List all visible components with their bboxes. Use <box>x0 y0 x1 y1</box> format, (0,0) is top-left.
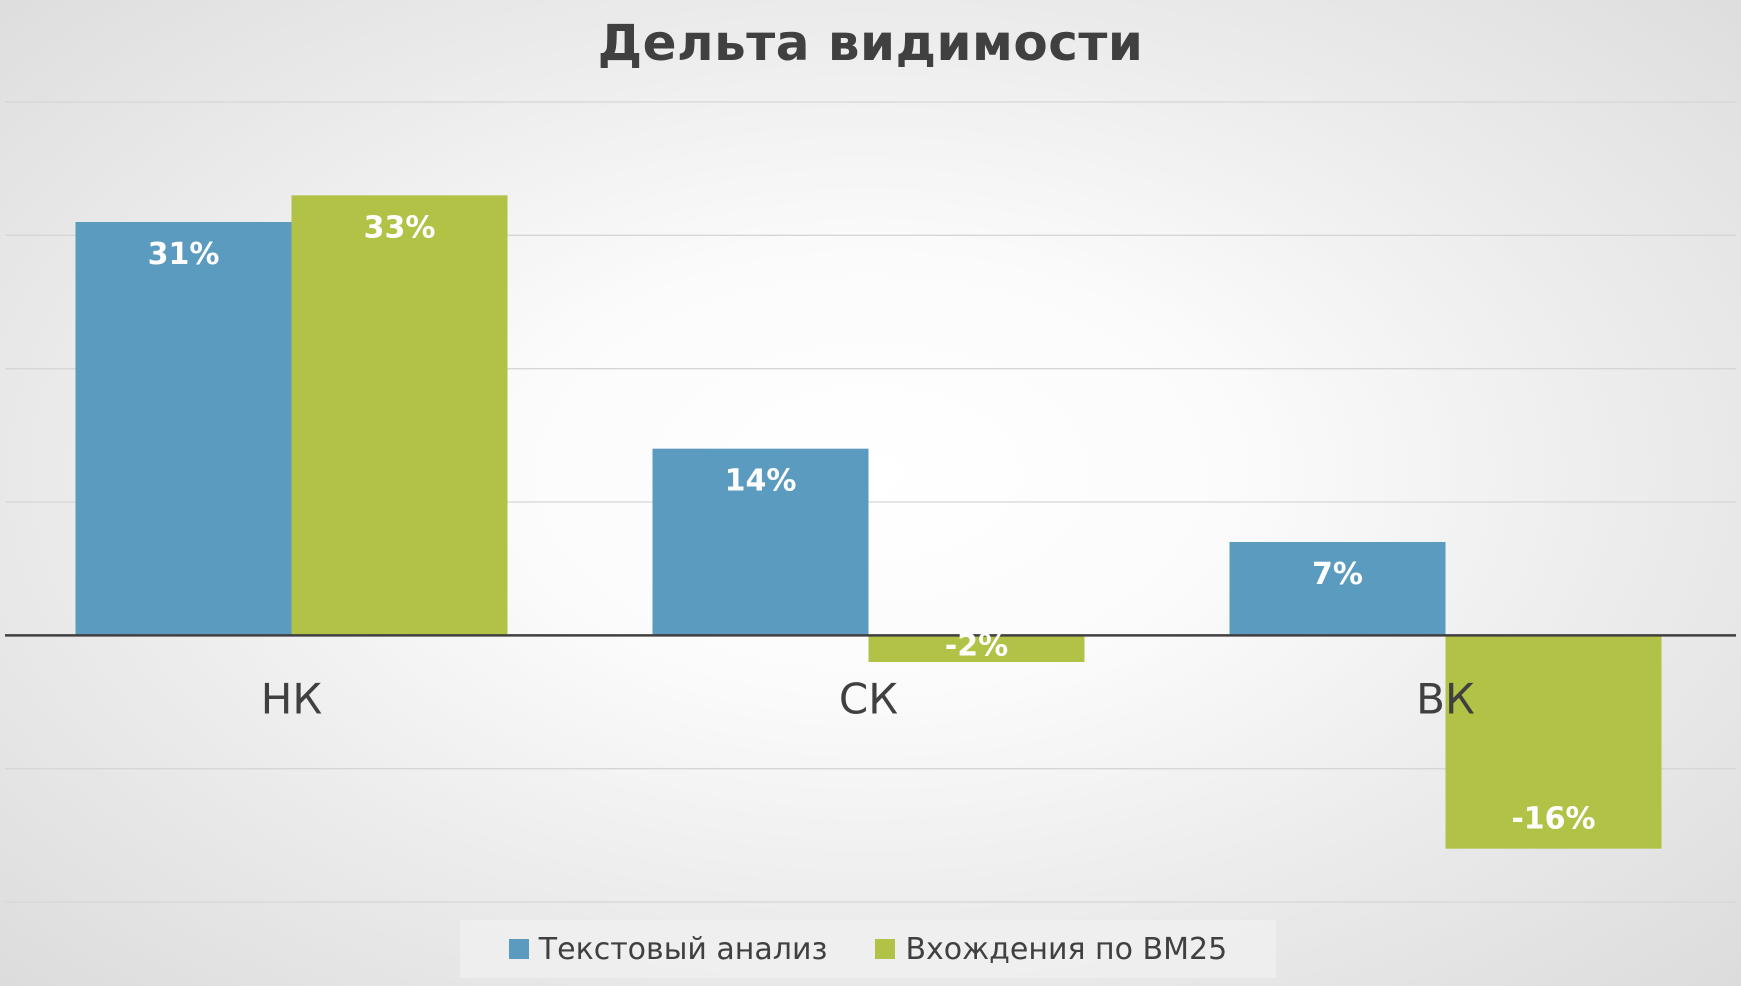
data-label: 33% <box>364 210 436 245</box>
data-label: -16% <box>1511 802 1595 837</box>
bar-bm25 <box>868 635 1085 662</box>
legend-item: Вхождения по BM25 <box>875 932 1227 967</box>
data-label: 14% <box>725 464 797 499</box>
category-labels: НК СК ВК <box>261 674 1475 723</box>
legend-swatch <box>875 939 896 959</box>
bar-text-analysis <box>1229 542 1446 636</box>
data-labels: 31% 33% 14% -2% 7% -16% <box>148 210 1596 836</box>
chart-title: Дельта видимости <box>597 14 1144 72</box>
data-label: 7% <box>1312 557 1363 592</box>
bar-bm25 <box>1445 635 1662 849</box>
legend-item: Текстовый анализ <box>508 931 828 967</box>
category-label: ВК <box>1416 674 1475 723</box>
bar-bm25 <box>291 195 508 636</box>
data-label: 31% <box>148 237 220 272</box>
legend-label: Вхождения по BM25 <box>905 931 1228 967</box>
data-label: -2% <box>945 628 1008 663</box>
legend-label: Текстовый анализ <box>538 931 828 967</box>
bars <box>75 195 1662 849</box>
category-label: НК <box>261 674 322 723</box>
bar-text-analysis <box>75 222 292 636</box>
legend-swatch <box>508 939 529 959</box>
legend: Текстовый анализ Вхождения по BM25 <box>460 920 1276 978</box>
bar-text-analysis <box>652 448 869 636</box>
category-label: СК <box>839 674 898 723</box>
